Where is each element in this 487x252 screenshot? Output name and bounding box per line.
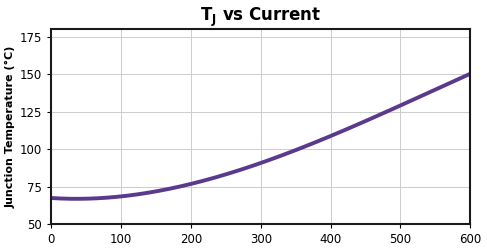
Title: $\mathbf{T_J}$ $\mathbf{vs\ Current}$: $\mathbf{T_J}$ $\mathbf{vs\ Current}$ [200,6,321,29]
Y-axis label: Junction Temperature (°C): Junction Temperature (°C) [5,46,16,208]
